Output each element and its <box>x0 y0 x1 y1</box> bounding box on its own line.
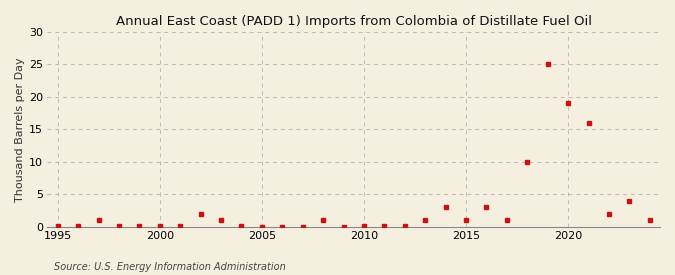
Text: Source: U.S. Energy Information Administration: Source: U.S. Energy Information Administ… <box>54 262 286 272</box>
Title: Annual East Coast (PADD 1) Imports from Colombia of Distillate Fuel Oil: Annual East Coast (PADD 1) Imports from … <box>115 15 592 28</box>
Y-axis label: Thousand Barrels per Day: Thousand Barrels per Day <box>15 57 25 202</box>
